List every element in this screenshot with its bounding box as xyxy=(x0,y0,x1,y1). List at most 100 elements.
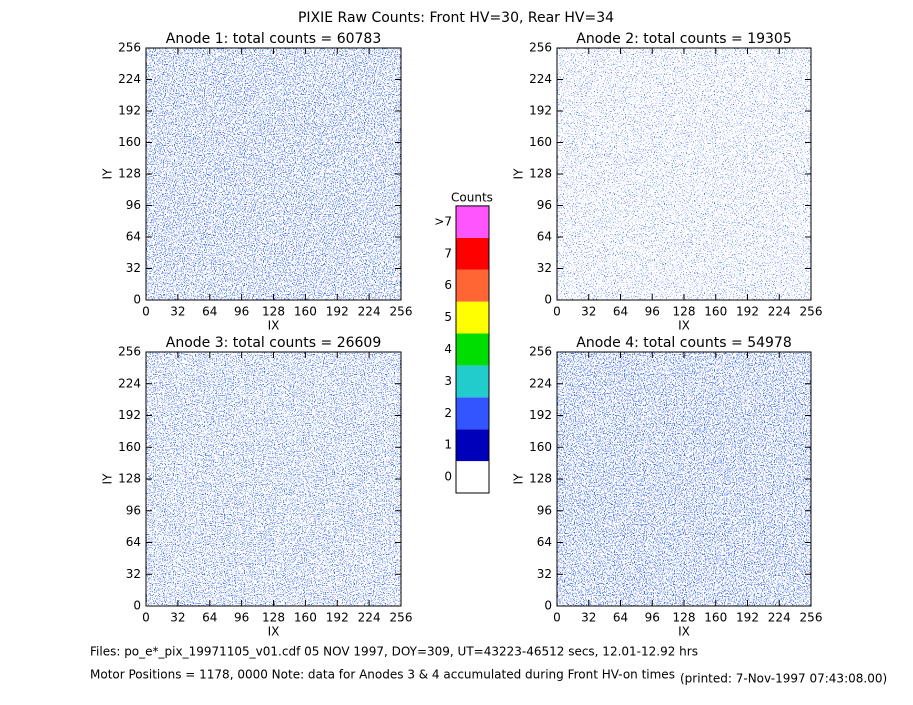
x-tick-label: 96 xyxy=(645,611,660,625)
noise-texture xyxy=(557,352,811,606)
x-tick-label: 192 xyxy=(736,305,759,319)
colorbar-swatch xyxy=(456,461,489,493)
colorbar-label: 7 xyxy=(444,246,452,260)
y-tick-label: 64 xyxy=(126,230,141,244)
y-tick-label: 64 xyxy=(537,230,552,244)
x-tick-label: 160 xyxy=(704,305,727,319)
colorbar-label: 1 xyxy=(444,438,452,452)
y-tick-label: 96 xyxy=(537,198,552,212)
footer-printed: (printed: 7-Nov-1997 07:43:08.00) xyxy=(680,672,887,686)
colorbar-title: Counts xyxy=(451,191,493,205)
x-tick-label: 96 xyxy=(234,611,249,625)
x-tick-label: 64 xyxy=(202,611,217,625)
y-tick-label: 0 xyxy=(544,599,552,613)
colorbar-swatch xyxy=(456,269,489,302)
panel-title: Anode 3: total counts = 26609 xyxy=(166,335,381,351)
x-axis-label: IX xyxy=(678,625,690,639)
y-tick-label: 128 xyxy=(118,472,141,486)
noise-texture xyxy=(146,352,401,606)
colorbar-label: 2 xyxy=(444,406,452,420)
x-tick-label: 160 xyxy=(704,611,727,625)
x-tick-label: 192 xyxy=(326,305,349,319)
x-tick-label: 0 xyxy=(553,305,561,319)
x-tick-label: 128 xyxy=(673,305,696,319)
x-tick-label: 224 xyxy=(358,305,381,319)
y-tick-label: 192 xyxy=(118,408,141,422)
y-axis-label: IY xyxy=(101,473,115,485)
y-tick-label: 0 xyxy=(133,293,141,307)
y-tick-label: 256 xyxy=(529,345,552,359)
x-tick-label: 160 xyxy=(294,305,317,319)
y-tick-label: 224 xyxy=(529,376,552,390)
x-tick-label: 192 xyxy=(326,611,349,625)
y-tick-label: 224 xyxy=(529,72,552,86)
x-tick-label: 96 xyxy=(234,305,249,319)
x-tick-label: 224 xyxy=(358,611,381,625)
colorbar-label: 3 xyxy=(444,374,452,388)
colorbar-swatch xyxy=(456,237,489,270)
y-tick-label: 32 xyxy=(126,567,141,581)
x-tick-label: 128 xyxy=(673,611,696,625)
y-tick-label: 96 xyxy=(126,503,141,517)
y-tick-label: 96 xyxy=(537,503,552,517)
x-tick-label: 32 xyxy=(170,305,185,319)
colorbar-swatch xyxy=(456,333,489,366)
y-tick-label: 160 xyxy=(118,440,141,454)
y-axis-label: IY xyxy=(101,168,115,180)
y-tick-label: 160 xyxy=(529,440,552,454)
panel-title: Anode 4: total counts = 54978 xyxy=(576,335,791,351)
x-tick-label: 128 xyxy=(262,611,285,625)
y-tick-label: 0 xyxy=(133,599,141,613)
x-tick-label: 256 xyxy=(390,611,413,625)
x-tick-label: 256 xyxy=(800,611,823,625)
colorbar-frame xyxy=(455,205,490,494)
x-tick-label: 64 xyxy=(613,305,628,319)
colorbar-label: 5 xyxy=(444,310,452,324)
y-tick-label: 256 xyxy=(118,345,141,359)
footer-motor: Motor Positions = 1178, 0000 Note: data … xyxy=(90,668,675,682)
y-tick-label: 192 xyxy=(529,104,552,118)
x-tick-label: 160 xyxy=(294,611,317,625)
y-tick-label: 256 xyxy=(118,41,141,55)
x-tick-label: 224 xyxy=(768,611,791,625)
x-tick-label: 128 xyxy=(262,305,285,319)
y-axis-label: IY xyxy=(512,473,526,485)
y-tick-label: 128 xyxy=(529,167,552,181)
figure-title: PIXIE Raw Counts: Front HV=30, Rear HV=3… xyxy=(298,10,614,26)
y-tick-label: 224 xyxy=(118,72,141,86)
panel-title: Anode 2: total counts = 19305 xyxy=(576,31,791,47)
x-tick-label: 192 xyxy=(736,611,759,625)
y-tick-label: 192 xyxy=(529,408,552,422)
colorbar-swatch xyxy=(456,397,489,430)
y-tick-label: 160 xyxy=(118,135,141,149)
y-tick-label: 32 xyxy=(537,567,552,581)
y-tick-label: 128 xyxy=(529,472,552,486)
y-tick-label: 256 xyxy=(529,41,552,55)
y-tick-label: 192 xyxy=(118,104,141,118)
x-tick-label: 256 xyxy=(800,305,823,319)
x-tick-label: 32 xyxy=(170,611,185,625)
x-tick-label: 64 xyxy=(202,305,217,319)
x-tick-label: 0 xyxy=(142,611,150,625)
x-tick-label: 0 xyxy=(142,305,150,319)
footer-files: Files: po_e*_pix_19971105_v01.cdf 05 NOV… xyxy=(90,645,698,659)
y-tick-label: 224 xyxy=(118,376,141,390)
y-tick-label: 32 xyxy=(537,261,552,275)
x-tick-label: 0 xyxy=(553,611,561,625)
y-tick-label: 64 xyxy=(537,535,552,549)
colorbar-label: 4 xyxy=(444,342,452,356)
x-axis-label: IX xyxy=(268,625,280,639)
x-tick-label: 32 xyxy=(581,305,596,319)
colorbar-label: 6 xyxy=(444,278,452,292)
x-tick-label: 64 xyxy=(613,611,628,625)
x-tick-label: 32 xyxy=(581,611,596,625)
colorbar-swatch xyxy=(456,301,489,334)
x-axis-label: IX xyxy=(678,319,690,333)
x-axis-label: IX xyxy=(268,319,280,333)
colorbar-swatch xyxy=(456,429,489,462)
y-tick-label: 0 xyxy=(544,293,552,307)
noise-texture xyxy=(146,48,401,300)
panel-title: Anode 1: total counts = 60783 xyxy=(166,31,381,47)
x-tick-label: 256 xyxy=(390,305,413,319)
